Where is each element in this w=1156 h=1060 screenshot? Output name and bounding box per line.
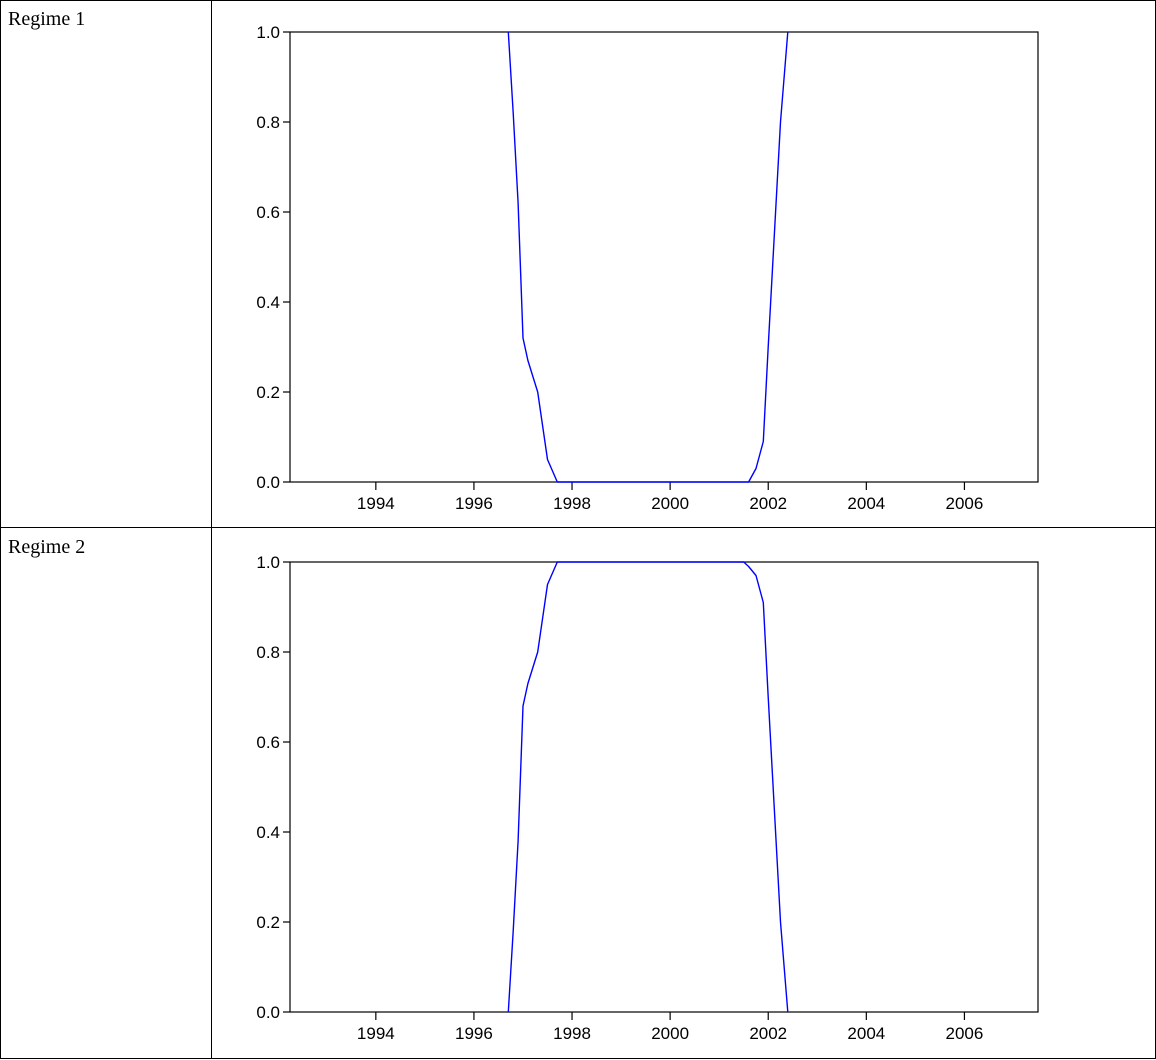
y-tick-label: 0.6 bbox=[256, 203, 280, 222]
y-tick-label: 0.2 bbox=[256, 383, 280, 402]
y-tick-label: 1.0 bbox=[256, 553, 280, 572]
x-tick-label: 1994 bbox=[357, 1024, 395, 1043]
series-line bbox=[507, 561, 789, 1013]
row-divider bbox=[0, 527, 1156, 528]
x-tick-label: 1996 bbox=[455, 494, 493, 513]
x-tick-label: 2006 bbox=[946, 1024, 984, 1043]
x-tick-label: 2000 bbox=[651, 494, 689, 513]
x-tick-label: 1996 bbox=[455, 1024, 493, 1043]
regime-1-chart: 0.0 0.2 0.4 0.6 0.8 1.0 1994 1996 1998 2000 2002 20… bbox=[256, 23, 1039, 513]
y-tick-label: 0.2 bbox=[256, 913, 280, 932]
y-tick-label: 0.0 bbox=[256, 1003, 280, 1022]
x-tick-label: 2002 bbox=[749, 494, 787, 513]
column-divider bbox=[211, 0, 212, 1059]
y-tick-label: 0.0 bbox=[256, 473, 280, 492]
regime-2-chart: 0.0 0.2 0.4 0.6 0.8 1.0 1994 1996 1998 2000 2002 20… bbox=[256, 553, 1039, 1043]
series-line bbox=[507, 31, 789, 483]
x-tick-label: 2004 bbox=[847, 1024, 885, 1043]
plot-area bbox=[289, 31, 1039, 483]
x-tick-label: 2000 bbox=[651, 1024, 689, 1043]
y-tick-label: 1.0 bbox=[256, 23, 280, 42]
x-tick-label: 2006 bbox=[946, 494, 984, 513]
x-tick-label: 1998 bbox=[553, 494, 591, 513]
x-tick-label: 2002 bbox=[749, 1024, 787, 1043]
regime-2-label: Regime 2 bbox=[8, 536, 86, 558]
plot-area bbox=[289, 561, 1039, 1013]
x-tick-label: 2004 bbox=[847, 494, 885, 513]
regime-1-label: Regime 1 bbox=[8, 8, 86, 30]
y-tick-label: 0.8 bbox=[256, 643, 280, 662]
y-tick-label: 0.4 bbox=[256, 823, 280, 842]
x-tick-label: 1998 bbox=[553, 1024, 591, 1043]
y-tick-label: 0.6 bbox=[256, 733, 280, 752]
x-tick-label: 1994 bbox=[357, 494, 395, 513]
y-tick-label: 0.4 bbox=[256, 293, 280, 312]
y-tick-label: 0.8 bbox=[256, 113, 280, 132]
